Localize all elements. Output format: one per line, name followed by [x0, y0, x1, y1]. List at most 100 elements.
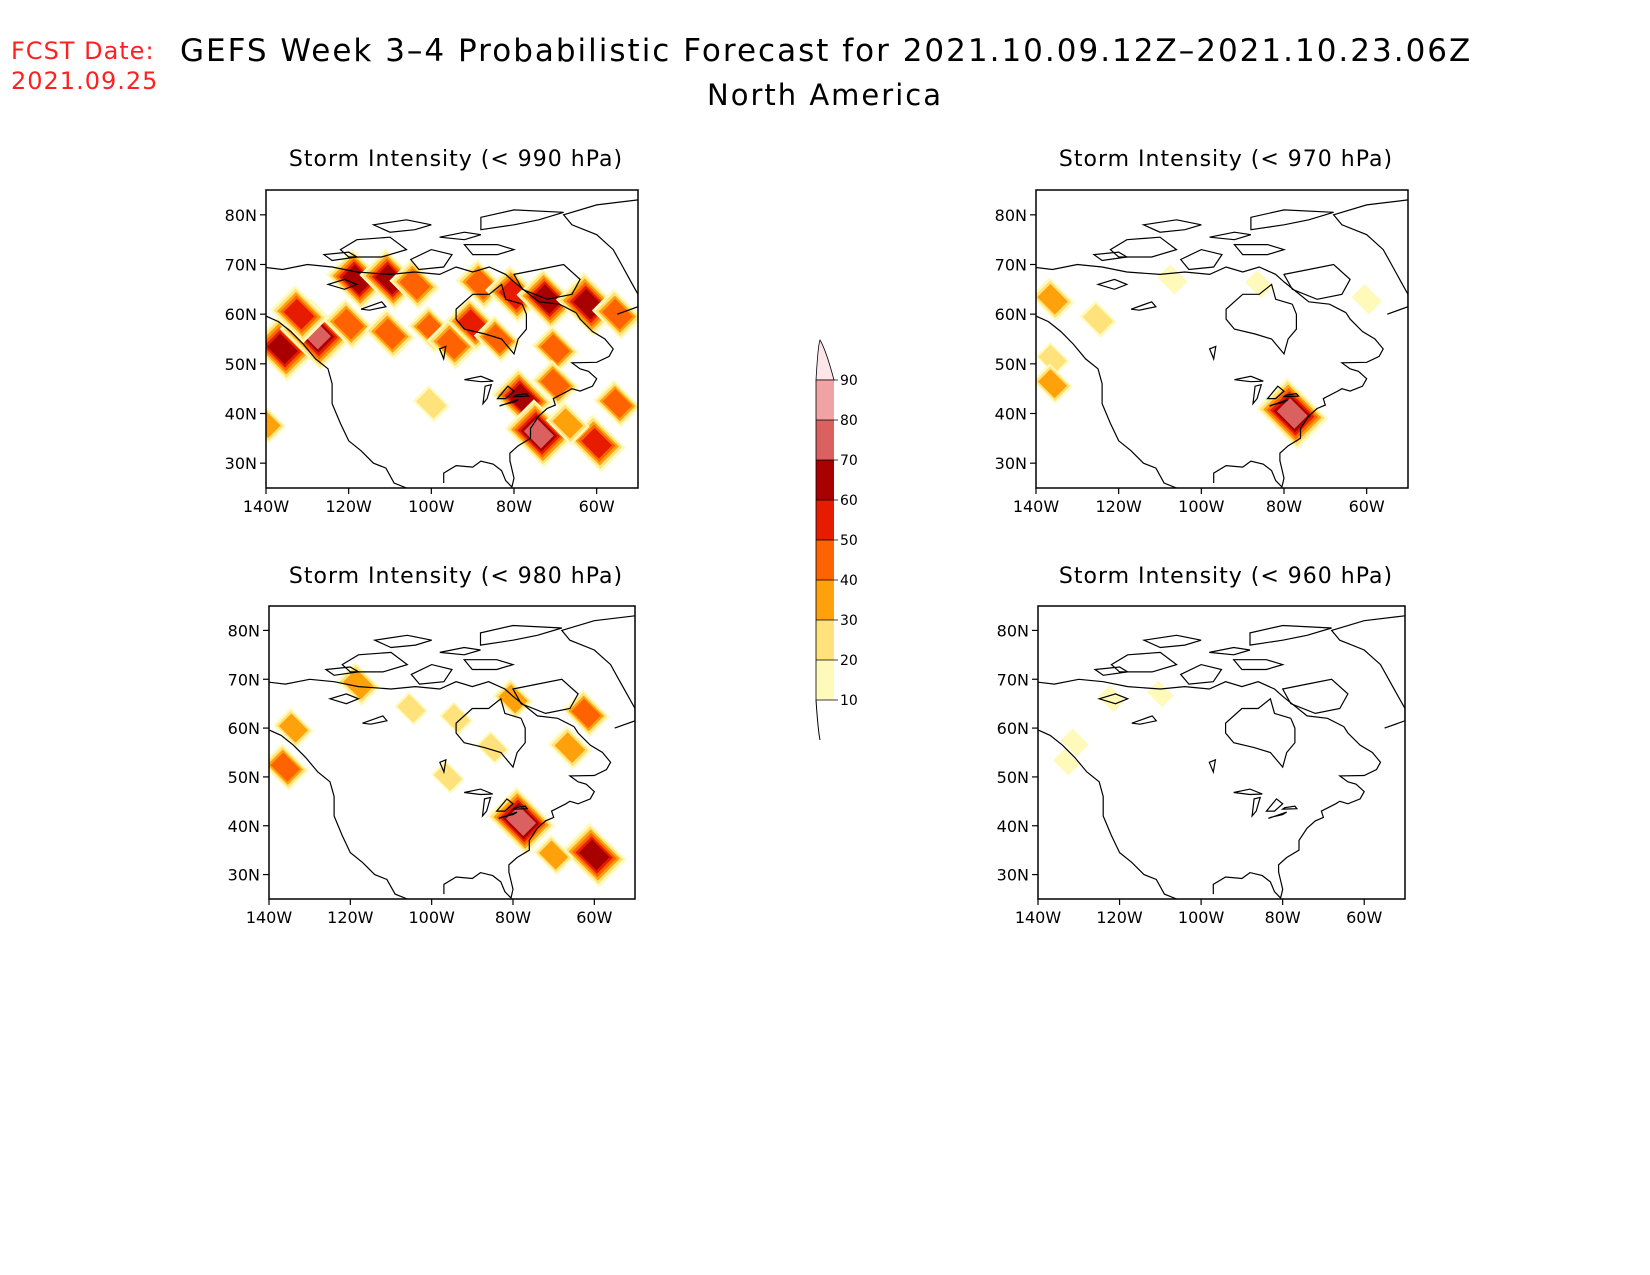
island-outline [513, 263, 581, 300]
island-outline [480, 209, 564, 231]
lon-tick-label: 100W [408, 908, 455, 927]
lake-outline [362, 715, 388, 725]
island-outline [1209, 231, 1252, 241]
lat-tick-label: 70N [997, 670, 1029, 689]
lake-outline [499, 399, 519, 407]
island-outline [371, 219, 432, 233]
coastline-segment [266, 263, 577, 314]
island-outline [372, 634, 432, 649]
colorbar-segment [816, 380, 834, 420]
island-outline [512, 678, 579, 715]
coastline-segment [1038, 729, 1177, 899]
colorbar-label: 40 [840, 573, 858, 589]
map-background [1036, 190, 1408, 488]
probability-cell [523, 418, 554, 449]
island-outline [479, 624, 562, 646]
probability-cell [1157, 264, 1188, 295]
lake-outline [464, 788, 493, 796]
lat-tick-label: 80N [225, 206, 257, 225]
lat-tick-label: 50N [228, 768, 260, 787]
panel-title: Storm Intensity (< 960 hPa) [1059, 564, 1393, 589]
probability-cell [1060, 728, 1089, 757]
island-outline [341, 651, 409, 673]
island-outline [462, 659, 516, 671]
probability-cell [416, 388, 447, 419]
lake-outline [439, 758, 447, 775]
coastline [1038, 615, 1405, 899]
coastline-segment [1036, 315, 1177, 488]
coastline-segment [1332, 199, 1408, 315]
island-outline [1179, 248, 1223, 271]
lake-outline [438, 345, 447, 362]
panel-title: Storm Intensity (< 980 hPa) [289, 564, 623, 589]
coastline-segment [1036, 263, 1347, 314]
map-frame [1035, 189, 1409, 489]
probability-cell [1038, 369, 1068, 399]
coastline-segment [455, 697, 526, 769]
coastline-segment [1213, 312, 1384, 488]
lake-outline [1097, 693, 1130, 705]
lat-tick-label: 40N [228, 817, 260, 836]
lon-tick-label: 140W [1013, 497, 1060, 516]
lake-outline [1208, 758, 1217, 775]
panel-title: Storm Intensity (< 970 hPa) [1059, 147, 1393, 172]
colorbar-label: 80 [840, 413, 858, 429]
probability-cell [1038, 344, 1067, 374]
map-panel-2: Storm Intensity (< 970 hPa) 30N 40N 50N 60N 7… [995, 147, 1409, 516]
colorbar-label: 10 [840, 693, 858, 709]
island-outline [439, 231, 482, 241]
lake-outline [464, 375, 494, 383]
probability-cell [554, 732, 586, 763]
probability-cell [436, 328, 468, 360]
colorbar-label: 90 [840, 373, 858, 389]
probability-cell [540, 334, 571, 364]
coastline-segment [269, 678, 575, 728]
lon-tick-label: 80W [1266, 497, 1302, 516]
island-outline [463, 244, 517, 256]
probability-cell [1146, 680, 1174, 708]
probability-cell [266, 403, 287, 444]
colorbar-label: 50 [840, 533, 858, 549]
lat-tick-label: 30N [997, 866, 1029, 885]
lon-tick-label: 80W [496, 497, 532, 516]
probability-field [1053, 680, 1174, 776]
lat-tick-label: 70N [225, 256, 257, 275]
lat-tick-label: 40N [997, 817, 1029, 836]
lat-tick-label: 80N [228, 621, 260, 640]
probability-cell [283, 298, 315, 330]
lat-tick-label: 60N [997, 719, 1029, 738]
probability-cell [270, 752, 301, 782]
lake-outline [496, 385, 515, 400]
lon-tick-label: 140W [243, 497, 290, 516]
lake-outline [1131, 715, 1158, 725]
lake-outline [1095, 278, 1129, 290]
lon-tick-label: 120W [327, 908, 374, 927]
map-panel-1: Storm Intensity (< 990 hPa) 30N 40N 50N 60N 7… [225, 147, 639, 516]
lon-tick-label: 100W [1178, 497, 1225, 516]
coastline-segment [1330, 615, 1405, 729]
island-outline [322, 251, 359, 262]
probability-cell [498, 278, 530, 310]
lon-tick-label: 100W [408, 497, 455, 516]
colorbar-label: 60 [840, 493, 858, 509]
probability-cell [266, 406, 284, 441]
colorbar-label: 70 [840, 453, 858, 469]
coastline-segment [443, 726, 612, 899]
coastline-segment [562, 199, 638, 315]
lat-tick-label: 40N [995, 405, 1027, 424]
coastline-segment [1225, 697, 1296, 769]
lon-tick-label: 80W [1265, 908, 1301, 927]
lake-outline [360, 301, 388, 311]
coastline-segment [269, 729, 408, 899]
forecast-date-value: 2021.09.25 [11, 67, 159, 95]
probability-cell [399, 269, 431, 300]
colorbar-bottom-segment [816, 660, 834, 700]
lat-tick-label: 30N [228, 866, 260, 885]
lake-outline [1234, 375, 1264, 383]
probability-cell [1037, 284, 1068, 315]
lat-tick-label: 50N [997, 768, 1029, 787]
island-outline [410, 663, 453, 685]
colorbar-label: 20 [840, 653, 858, 669]
island-outline [1281, 678, 1349, 715]
